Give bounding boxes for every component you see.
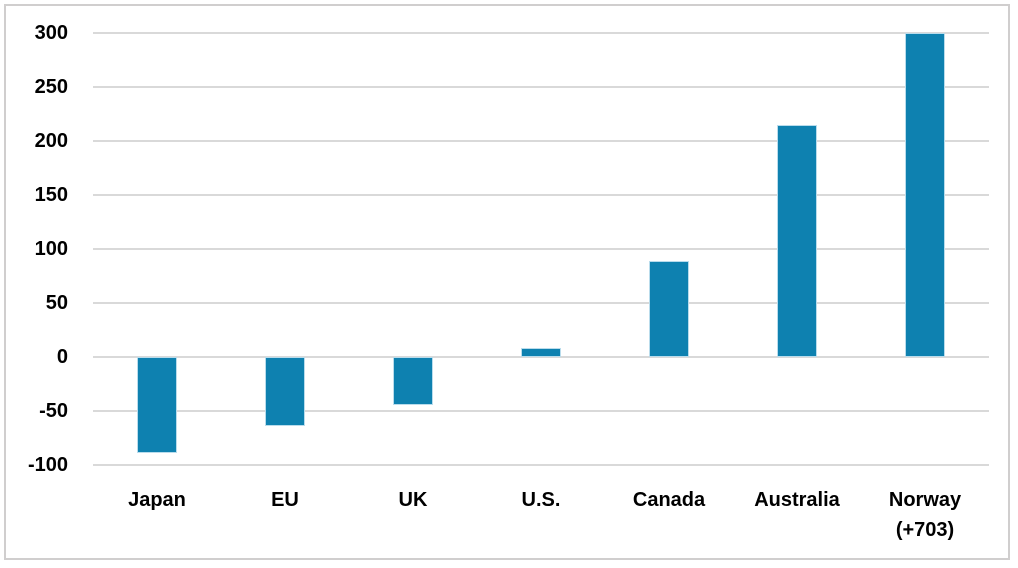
gridline-y-250 bbox=[93, 86, 989, 88]
y-tick-label-100: 100 bbox=[34, 238, 68, 260]
y-tick-label-150: 150 bbox=[34, 184, 68, 206]
gridline-y-100 bbox=[93, 248, 989, 250]
bar-uk bbox=[393, 357, 433, 405]
y-tick-label-0: 0 bbox=[56, 346, 68, 368]
bar-u-s- bbox=[521, 348, 561, 357]
gridline-y--100 bbox=[93, 464, 989, 466]
x-category-label-japan: Japan bbox=[128, 489, 186, 511]
gridline-y-0 bbox=[93, 356, 989, 358]
bar-eu bbox=[265, 357, 305, 427]
x-category-label-canada: Canada bbox=[632, 489, 706, 511]
y-tick-label-50: 50 bbox=[45, 292, 68, 314]
gridline-y--50 bbox=[93, 410, 989, 412]
x-category-label-norway: Norway (+703) bbox=[888, 489, 962, 541]
gridline-y-300 bbox=[93, 32, 989, 34]
y-tick-label--100: -100 bbox=[27, 454, 68, 476]
bar-australia bbox=[777, 124, 817, 357]
x-category-label-eu: EU bbox=[271, 489, 299, 511]
y-tick-label--50: -50 bbox=[39, 400, 68, 422]
y-tick-label-250: 250 bbox=[34, 76, 68, 98]
bar-japan bbox=[137, 357, 177, 454]
y-tick-label-300: 300 bbox=[34, 22, 68, 44]
x-category-label-u-s-: U.S. bbox=[521, 489, 561, 511]
gridline-y-200 bbox=[93, 140, 989, 142]
chart-outer-frame bbox=[4, 4, 1010, 560]
bar-norway bbox=[905, 33, 945, 357]
gridline-y-150 bbox=[93, 194, 989, 196]
x-category-label-uk: UK bbox=[398, 489, 428, 511]
bar-canada bbox=[649, 260, 689, 357]
x-category-label-australia: Australia bbox=[754, 489, 840, 511]
gridline-y-50 bbox=[93, 302, 989, 304]
y-tick-label-200: 200 bbox=[34, 130, 68, 152]
